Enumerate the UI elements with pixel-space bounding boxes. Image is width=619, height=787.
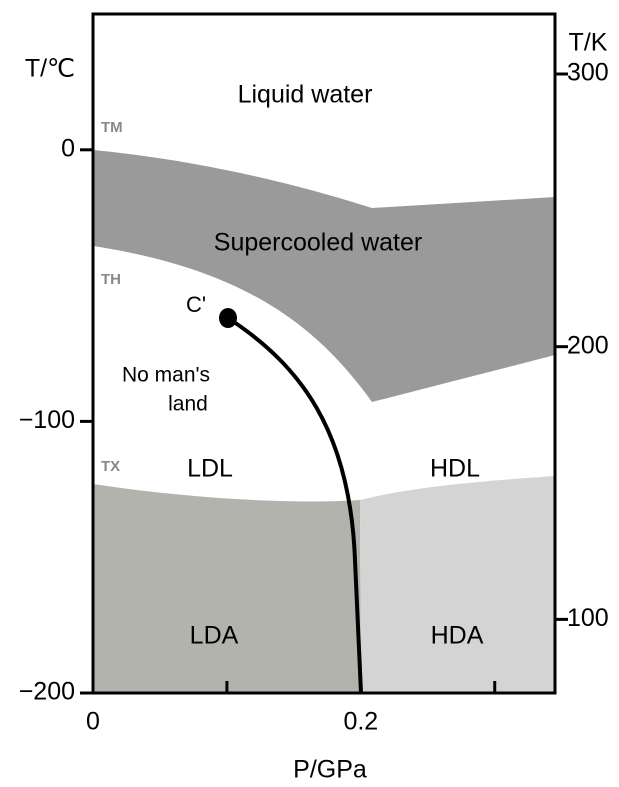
temperature-mark: TX: [101, 458, 120, 475]
y2-axis-label: T/K: [569, 29, 608, 57]
y-tick-label: 0: [61, 134, 75, 162]
phase-boundary: [226, 316, 363, 694]
supercooled-region: [93, 150, 555, 402]
point-label: C': [186, 292, 206, 317]
critical-point: [219, 308, 237, 328]
y-tick-label: −100: [19, 406, 75, 434]
y-axis-label: T/℃: [25, 55, 75, 83]
y2-tick-label: 200: [567, 331, 609, 359]
region-label: LDA: [190, 622, 239, 650]
hda-region: [360, 476, 555, 693]
region-label: LDL: [187, 455, 233, 483]
x-tick-label: 0: [86, 708, 100, 736]
x-axis-label: P/GPa: [293, 756, 367, 784]
temperature-mark: TM: [101, 119, 123, 136]
plot-frame: [91, 12, 557, 695]
y2-tick-label: 100: [567, 604, 609, 632]
region-label: No man's: [122, 364, 210, 387]
region-label: land: [168, 393, 208, 416]
region-label: HDA: [431, 622, 484, 650]
lda-region: [93, 484, 361, 693]
region-label: HDL: [430, 455, 480, 483]
region-label: Liquid water: [238, 81, 373, 109]
region-label: Supercooled water: [214, 229, 422, 257]
y-tick-label: −200: [19, 678, 75, 706]
x-tick-label: 0.2: [343, 708, 378, 736]
temperature-mark: TH: [101, 271, 121, 288]
y2-tick-label: 300: [567, 59, 609, 87]
